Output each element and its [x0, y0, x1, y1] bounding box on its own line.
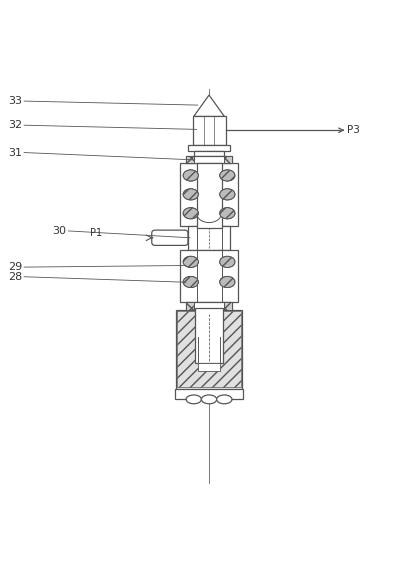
- Text: 30: 30: [52, 226, 66, 236]
- Ellipse shape: [183, 170, 198, 181]
- Bar: [185, 156, 194, 164]
- Bar: [180, 164, 237, 226]
- Text: P3: P3: [346, 125, 359, 135]
- Bar: [193, 151, 224, 156]
- Bar: [180, 250, 237, 302]
- Bar: [198, 363, 219, 371]
- Ellipse shape: [216, 395, 231, 404]
- Text: P1: P1: [90, 228, 102, 238]
- Ellipse shape: [219, 189, 234, 200]
- Ellipse shape: [219, 276, 234, 288]
- Bar: [185, 156, 232, 164]
- Bar: [185, 156, 194, 164]
- Bar: [224, 302, 232, 310]
- Bar: [185, 302, 194, 310]
- Text: 29: 29: [8, 262, 22, 272]
- Ellipse shape: [183, 208, 198, 219]
- Ellipse shape: [219, 170, 234, 181]
- Bar: [188, 145, 229, 151]
- Bar: [188, 226, 229, 250]
- Ellipse shape: [183, 189, 198, 200]
- Ellipse shape: [186, 395, 201, 404]
- Bar: [174, 388, 243, 399]
- Text: 32: 32: [8, 120, 22, 130]
- Bar: [196, 164, 221, 228]
- Ellipse shape: [183, 256, 198, 268]
- Bar: [177, 311, 241, 387]
- Bar: [192, 116, 225, 145]
- Text: 28: 28: [8, 272, 22, 282]
- Bar: [194, 308, 223, 363]
- FancyBboxPatch shape: [152, 230, 188, 245]
- Bar: [185, 302, 232, 310]
- Ellipse shape: [219, 256, 234, 268]
- Text: 31: 31: [8, 148, 22, 157]
- Bar: [224, 156, 232, 164]
- Text: 33: 33: [8, 96, 22, 106]
- Bar: [185, 302, 194, 310]
- Polygon shape: [193, 95, 224, 116]
- Bar: [176, 310, 241, 388]
- Bar: [224, 156, 232, 164]
- Ellipse shape: [183, 276, 198, 288]
- Ellipse shape: [219, 208, 234, 219]
- Bar: [224, 302, 232, 310]
- Ellipse shape: [201, 395, 216, 404]
